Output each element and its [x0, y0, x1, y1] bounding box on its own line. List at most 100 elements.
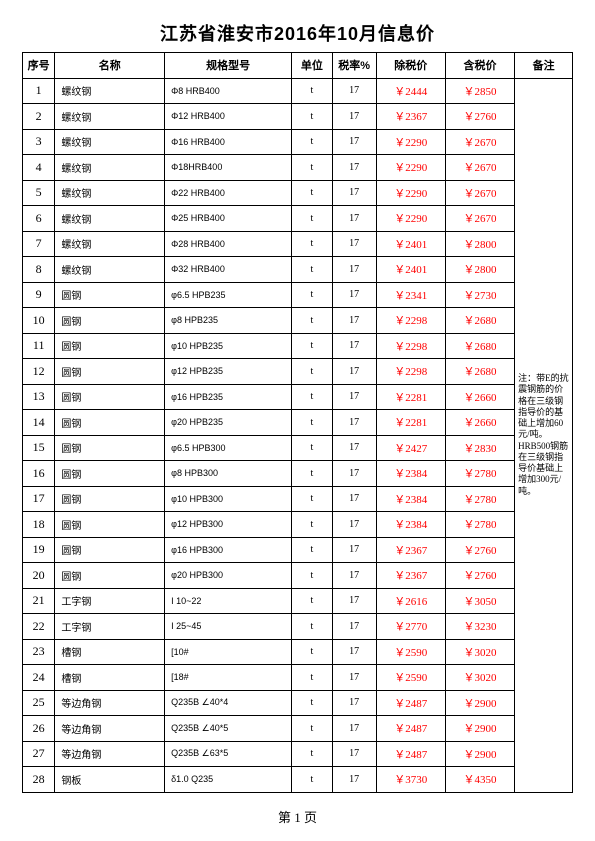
table-row: 25等边角钢Q235B ∠40*4t17￥2487￥2900	[23, 690, 573, 716]
tax-cell: 17	[332, 180, 376, 206]
spec-cell: φ12 HPB235	[165, 359, 292, 385]
name-cell: 工字钢	[55, 588, 165, 614]
price-ex-cell: ￥2487	[376, 690, 445, 716]
tax-cell: 17	[332, 155, 376, 181]
name-cell: 等边角钢	[55, 741, 165, 767]
seq-cell: 19	[23, 537, 55, 563]
unit-cell: t	[292, 384, 332, 410]
page-footer: 第 1 页	[22, 807, 573, 826]
table-row: 26等边角钢Q235B ∠40*5t17￥2487￥2900	[23, 716, 573, 742]
seq-cell: 13	[23, 384, 55, 410]
spec-cell: Φ18HRB400	[165, 155, 292, 181]
price-ex-cell: ￥2616	[376, 588, 445, 614]
table-body: 1螺纹钢Φ8 HRB400t17￥2444￥2850注：带E的抗震钢筋的价格在三…	[23, 78, 573, 792]
price-ex-cell: ￥3730	[376, 767, 445, 793]
unit-cell: t	[292, 155, 332, 181]
spec-cell: I 25~45	[165, 614, 292, 640]
price-in-cell: ￥2760	[445, 563, 514, 589]
name-cell: 螺纹钢	[55, 206, 165, 232]
price-in-cell: ￥2780	[445, 486, 514, 512]
unit-cell: t	[292, 665, 332, 691]
table-row: 1螺纹钢Φ8 HRB400t17￥2444￥2850注：带E的抗震钢筋的价格在三…	[23, 78, 573, 104]
price-in-cell: ￥2660	[445, 384, 514, 410]
table-row: 12圆钢φ12 HPB235t17￥2298￥2680	[23, 359, 573, 385]
seq-cell: 2	[23, 104, 55, 130]
price-ex-cell: ￥2590	[376, 665, 445, 691]
spec-cell: φ6.5 HPB235	[165, 282, 292, 308]
price-in-cell: ￥2670	[445, 129, 514, 155]
col-unit: 单位	[292, 53, 332, 79]
price-in-cell: ￥2670	[445, 180, 514, 206]
price-in-cell: ￥2800	[445, 231, 514, 257]
tax-cell: 17	[332, 206, 376, 232]
unit-cell: t	[292, 180, 332, 206]
price-in-cell: ￥2780	[445, 461, 514, 487]
seq-cell: 4	[23, 155, 55, 181]
name-cell: 圆钢	[55, 563, 165, 589]
seq-cell: 8	[23, 257, 55, 283]
price-ex-cell: ￥2401	[376, 257, 445, 283]
price-in-cell: ￥2680	[445, 333, 514, 359]
name-cell: 槽钢	[55, 665, 165, 691]
seq-cell: 9	[23, 282, 55, 308]
price-ex-cell: ￥2384	[376, 512, 445, 538]
spec-cell: I 10~22	[165, 588, 292, 614]
tax-cell: 17	[332, 639, 376, 665]
table-header-row: 序号 名称 规格型号 单位 税率% 除税价 含税价 备注	[23, 53, 573, 79]
seq-cell: 5	[23, 180, 55, 206]
price-ex-cell: ￥2281	[376, 410, 445, 436]
price-ex-cell: ￥2298	[376, 333, 445, 359]
unit-cell: t	[292, 308, 332, 334]
spec-cell: φ8 HPB235	[165, 308, 292, 334]
price-in-cell: ￥4350	[445, 767, 514, 793]
seq-cell: 7	[23, 231, 55, 257]
spec-cell: Φ8 HRB400	[165, 78, 292, 104]
tax-cell: 17	[332, 588, 376, 614]
price-ex-cell: ￥2298	[376, 308, 445, 334]
price-in-cell: ￥3020	[445, 639, 514, 665]
price-in-cell: ￥2780	[445, 512, 514, 538]
unit-cell: t	[292, 78, 332, 104]
table-row: 8螺纹钢Φ32 HRB400t17￥2401￥2800	[23, 257, 573, 283]
seq-cell: 11	[23, 333, 55, 359]
table-row: 9圆钢φ6.5 HPB235t17￥2341￥2730	[23, 282, 573, 308]
price-in-cell: ￥2660	[445, 410, 514, 436]
price-in-cell: ￥2730	[445, 282, 514, 308]
name-cell: 圆钢	[55, 384, 165, 410]
table-row: 21工字钢I 10~22t17￥2616￥3050	[23, 588, 573, 614]
name-cell: 圆钢	[55, 308, 165, 334]
seq-cell: 3	[23, 129, 55, 155]
name-cell: 圆钢	[55, 282, 165, 308]
price-in-cell: ￥2680	[445, 308, 514, 334]
name-cell: 等边角钢	[55, 716, 165, 742]
name-cell: 圆钢	[55, 333, 165, 359]
table-row: 23槽钢[10#t17￥2590￥3020	[23, 639, 573, 665]
unit-cell: t	[292, 716, 332, 742]
tax-cell: 17	[332, 231, 376, 257]
price-ex-cell: ￥2341	[376, 282, 445, 308]
price-ex-cell: ￥2590	[376, 639, 445, 665]
tax-cell: 17	[332, 461, 376, 487]
tax-cell: 17	[332, 486, 376, 512]
price-in-cell: ￥2900	[445, 741, 514, 767]
name-cell: 螺纹钢	[55, 129, 165, 155]
unit-cell: t	[292, 588, 332, 614]
price-in-cell: ￥2850	[445, 78, 514, 104]
seq-cell: 21	[23, 588, 55, 614]
tax-cell: 17	[332, 333, 376, 359]
table-row: 20圆钢φ20 HPB300t17￥2367￥2760	[23, 563, 573, 589]
price-in-cell: ￥3050	[445, 588, 514, 614]
seq-cell: 26	[23, 716, 55, 742]
price-ex-cell: ￥2487	[376, 716, 445, 742]
table-row: 7螺纹钢Φ28 HRB400t17￥2401￥2800	[23, 231, 573, 257]
table-row: 24槽钢[18#t17￥2590￥3020	[23, 665, 573, 691]
tax-cell: 17	[332, 767, 376, 793]
table-row: 17圆钢φ10 HPB300t17￥2384￥2780	[23, 486, 573, 512]
seq-cell: 27	[23, 741, 55, 767]
price-in-cell: ￥2680	[445, 359, 514, 385]
price-in-cell: ￥2670	[445, 206, 514, 232]
tax-cell: 17	[332, 257, 376, 283]
seq-cell: 28	[23, 767, 55, 793]
table-row: 4螺纹钢Φ18HRB400t17￥2290￥2670	[23, 155, 573, 181]
name-cell: 圆钢	[55, 486, 165, 512]
